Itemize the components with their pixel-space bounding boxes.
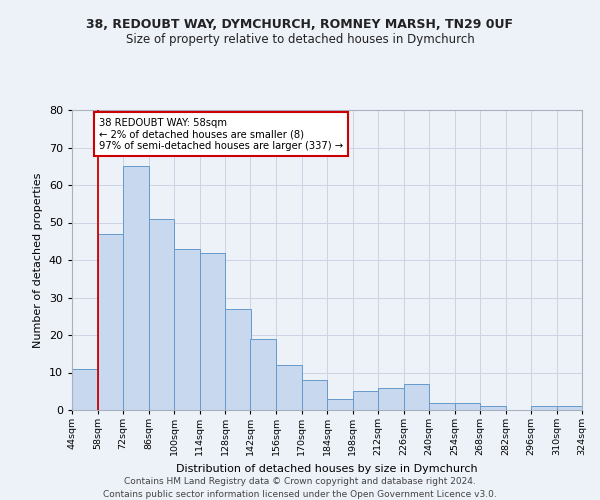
Bar: [225, 308, 251, 410]
Bar: [149, 219, 174, 410]
Bar: [480, 406, 505, 410]
Bar: [327, 399, 353, 410]
Bar: [378, 388, 404, 410]
Bar: [123, 166, 149, 410]
Bar: [429, 402, 455, 410]
Bar: [174, 248, 199, 410]
Y-axis label: Number of detached properties: Number of detached properties: [33, 172, 43, 348]
Text: 38, REDOUBT WAY, DYMCHURCH, ROMNEY MARSH, TN29 0UF: 38, REDOUBT WAY, DYMCHURCH, ROMNEY MARSH…: [86, 18, 514, 30]
Bar: [251, 339, 276, 410]
Bar: [353, 391, 378, 410]
Bar: [455, 402, 480, 410]
Bar: [199, 252, 225, 410]
Text: Size of property relative to detached houses in Dymchurch: Size of property relative to detached ho…: [125, 32, 475, 46]
Bar: [276, 365, 302, 410]
Bar: [302, 380, 327, 410]
Bar: [97, 234, 123, 410]
X-axis label: Distribution of detached houses by size in Dymchurch: Distribution of detached houses by size …: [176, 464, 478, 473]
Bar: [72, 369, 97, 410]
Text: Contains HM Land Registry data © Crown copyright and database right 2024.: Contains HM Land Registry data © Crown c…: [124, 478, 476, 486]
Bar: [404, 384, 429, 410]
Bar: [531, 406, 557, 410]
Text: Contains public sector information licensed under the Open Government Licence v3: Contains public sector information licen…: [103, 490, 497, 499]
Text: 38 REDOUBT WAY: 58sqm
← 2% of detached houses are smaller (8)
97% of semi-detach: 38 REDOUBT WAY: 58sqm ← 2% of detached h…: [100, 118, 343, 150]
Bar: [557, 406, 582, 410]
